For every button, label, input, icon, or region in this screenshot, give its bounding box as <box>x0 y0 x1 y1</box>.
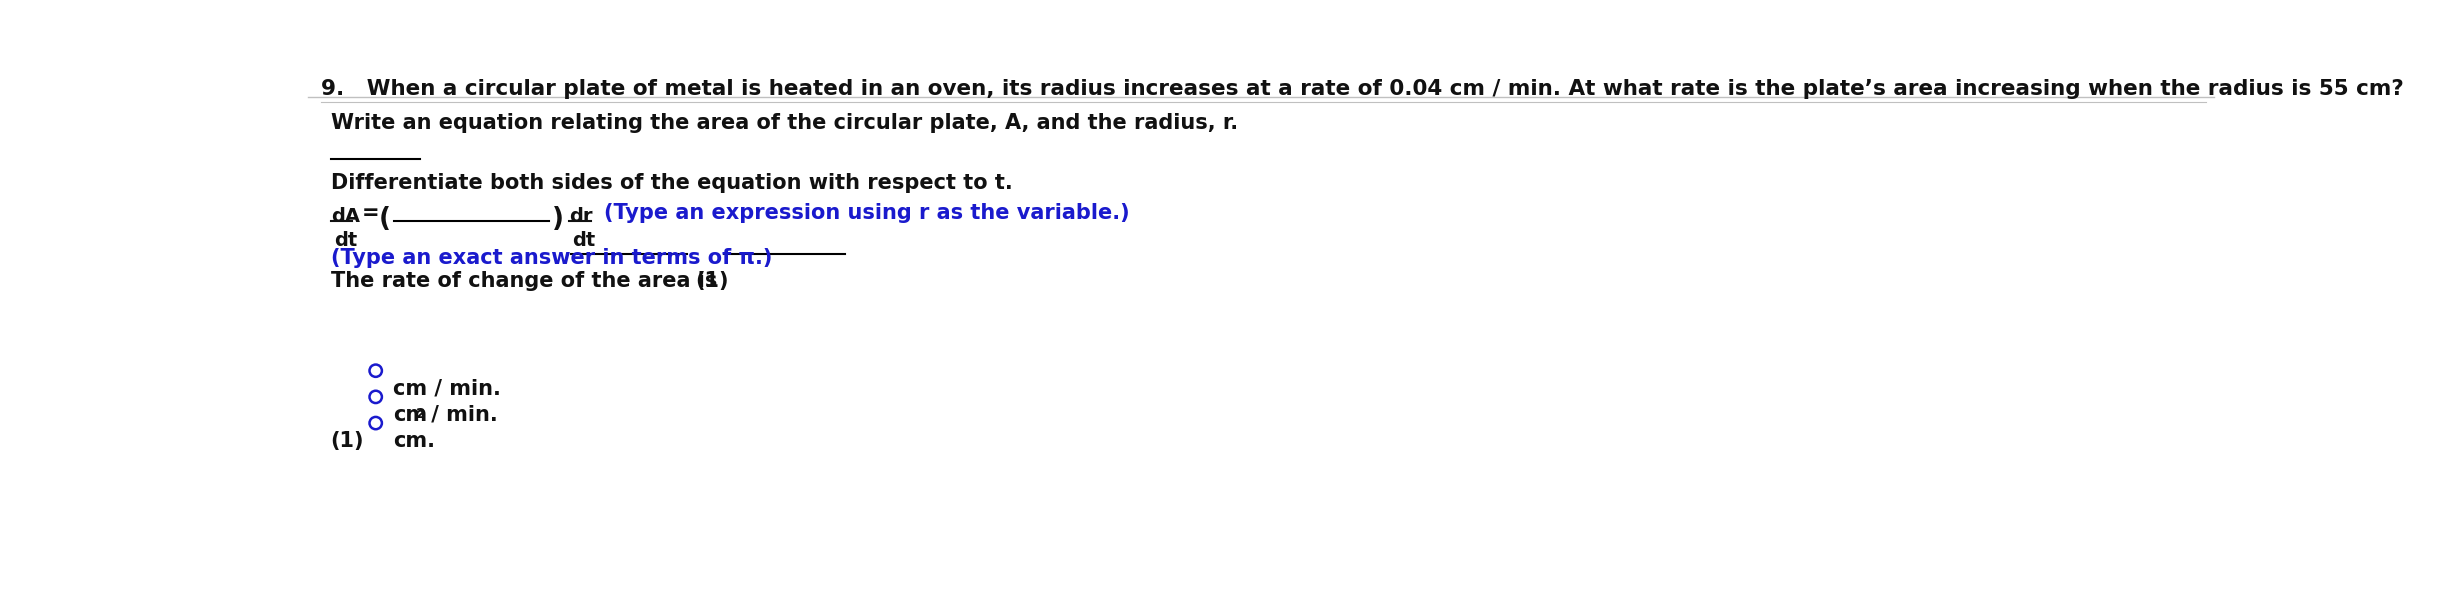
Text: / min.: / min. <box>423 405 497 425</box>
Text: 2: 2 <box>416 407 426 421</box>
Text: dr: dr <box>568 207 593 227</box>
Text: (: ( <box>379 206 391 232</box>
Text: The rate of change of the area is: The rate of change of the area is <box>330 271 718 291</box>
Text: ): ) <box>554 206 563 232</box>
Text: cm / min.: cm / min. <box>394 378 502 398</box>
Text: dA: dA <box>330 207 359 227</box>
Text: =: = <box>362 203 379 223</box>
Text: dt: dt <box>335 231 357 250</box>
Text: (1): (1) <box>330 431 364 451</box>
Text: Differentiate both sides of the equation with respect to t.: Differentiate both sides of the equation… <box>330 173 1014 193</box>
Text: 9.   When a circular plate of metal is heated in an oven, its radius increases a: 9. When a circular plate of metal is hea… <box>322 79 2403 99</box>
Text: (Type an exact answer in terms of π.): (Type an exact answer in terms of π.) <box>330 248 772 268</box>
Text: cm: cm <box>394 405 428 425</box>
Text: dt: dt <box>573 231 595 250</box>
Text: cm.: cm. <box>394 431 435 451</box>
Text: Write an equation relating the area of the circular plate, A, and the radius, r.: Write an equation relating the area of t… <box>330 113 1237 133</box>
Text: (Type an expression using r as the variable.): (Type an expression using r as the varia… <box>603 203 1129 223</box>
Text: (1): (1) <box>696 271 728 291</box>
